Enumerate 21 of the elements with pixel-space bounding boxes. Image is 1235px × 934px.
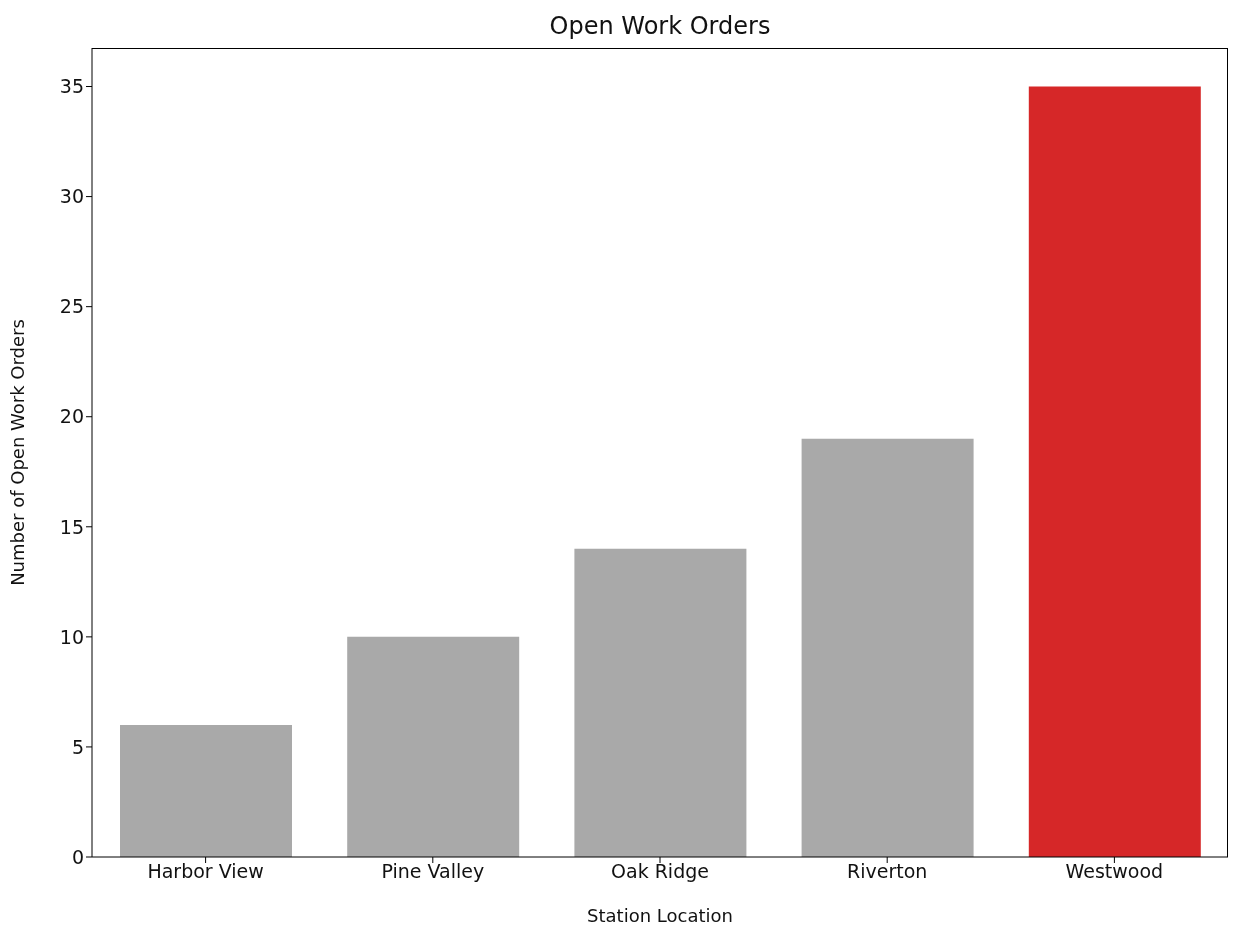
y-tick-label: 20 bbox=[59, 405, 84, 428]
y-tick-label: 30 bbox=[59, 185, 84, 208]
y-tick-label: 10 bbox=[59, 625, 84, 648]
y-tick-label: 15 bbox=[59, 515, 84, 538]
chart-title: Open Work Orders bbox=[548, 12, 772, 40]
x-tick-label: Harbor View bbox=[147, 860, 264, 883]
y-axis-title: Number of Open Work Orders bbox=[7, 319, 29, 586]
bar bbox=[574, 548, 747, 857]
y-tick-label: 0 bbox=[71, 845, 84, 868]
bar bbox=[120, 724, 292, 857]
bar bbox=[801, 438, 974, 857]
x-tick-label: Westwood bbox=[1065, 860, 1164, 883]
x-axis-title: Station Location bbox=[587, 905, 733, 926]
x-tick-label: Pine Valley bbox=[381, 860, 485, 883]
x-tick-label: Riverton bbox=[847, 860, 928, 883]
x-tick-label: Oak Ridge bbox=[611, 860, 709, 883]
y-tick-label: 5 bbox=[71, 735, 84, 758]
y-tick-label: 25 bbox=[59, 295, 84, 318]
bar bbox=[1028, 86, 1201, 857]
bar bbox=[347, 636, 520, 857]
y-tick-label: 35 bbox=[59, 75, 84, 98]
